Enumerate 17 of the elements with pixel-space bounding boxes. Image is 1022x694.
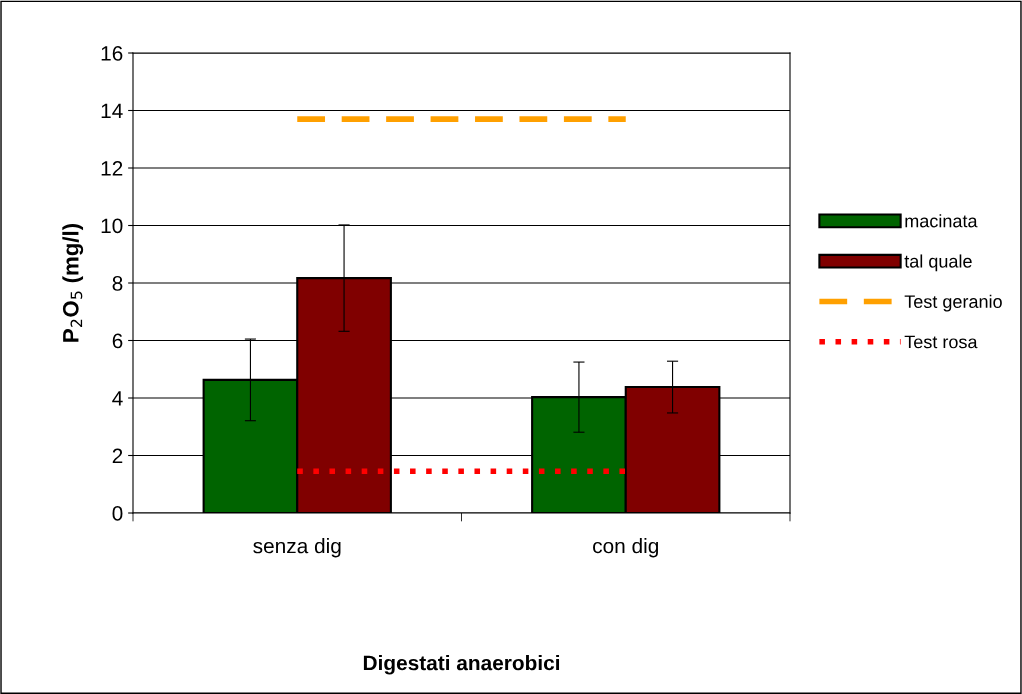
y-tick-label: 16: [101, 46, 123, 61]
y-tick-label: 2: [112, 448, 123, 464]
y-tick-label: 6: [112, 333, 123, 349]
legend-label: tal quale: [904, 254, 972, 272]
y-tick-label: 12: [101, 161, 123, 176]
x-tick-label: senza dig: [253, 538, 341, 558]
y-tick-label: 4: [112, 391, 123, 406]
y-axis-title: P$_{2}$O$_{5}$ (mg/l): [62, 224, 84, 342]
x-axis-title: Digestati anaerobici: [363, 655, 560, 675]
y-tick-label: 0: [112, 506, 123, 521]
y-tick-label: 14: [101, 103, 123, 119]
legend-label: macinata: [905, 214, 978, 228]
x-tick-label: con dig: [593, 538, 658, 558]
legend-label: Test rosa: [904, 335, 978, 349]
legend-label: Test geranio: [904, 294, 1002, 312]
y-tick-label: 8: [112, 276, 123, 291]
y-tick-label: 10: [101, 218, 123, 234]
